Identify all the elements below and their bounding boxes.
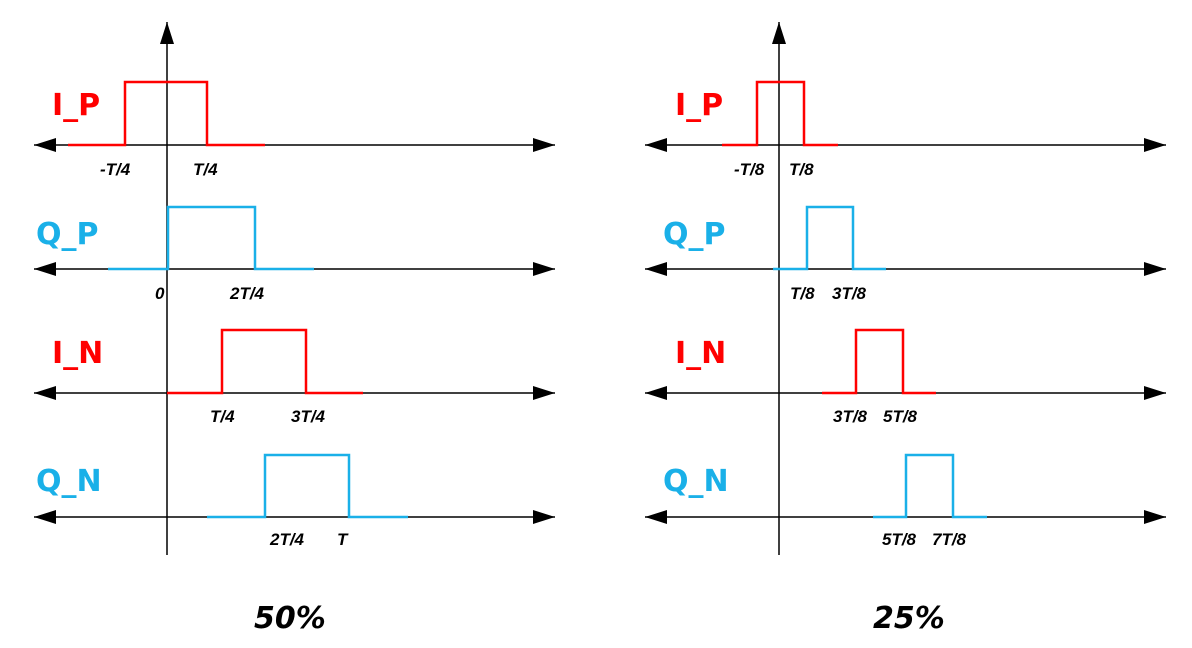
row-label-i-n: I_N: [52, 336, 103, 371]
panel-25: I_P -T/8 T/8 Q_P T/8 3T/8 I_N 3T/8 5T/8 …: [645, 22, 1166, 636]
tick-label-start: -T/8: [734, 160, 765, 179]
pulse-waveform: [108, 205, 314, 271]
row-i-p: I_P -T/4 T/4: [34, 80, 555, 179]
tick-label-start: -T/4: [100, 160, 131, 179]
pulse-waveform: [167, 328, 363, 395]
panel-caption: 25%: [873, 601, 945, 636]
tick-label-start: 0: [155, 284, 165, 303]
row-q-n: Q_N 2T/4 T: [34, 453, 555, 549]
tick-label-end: 3T/8: [832, 284, 867, 303]
tick-label-end: 2T/4: [229, 284, 265, 303]
row-label-q-p: Q_P: [36, 217, 99, 252]
row-i-n: I_N 3T/8 5T/8: [645, 328, 1166, 426]
pulse-waveform: [822, 328, 936, 395]
row-i-p: I_P -T/8 T/8: [645, 80, 1166, 179]
row-label-q-p: Q_P: [663, 217, 726, 252]
tick-label-start: 5T/8: [882, 530, 917, 549]
row-label-q-n: Q_N: [663, 464, 729, 499]
row-label-i-p: I_P: [675, 88, 723, 123]
panel-50: I_P -T/4 T/4 Q_P 0 2T/4 I_N T/4 3T/4 Q_N: [34, 22, 555, 636]
row-q-p: Q_P 0 2T/4: [34, 205, 555, 303]
pulse-waveform: [722, 80, 838, 147]
tick-label-end: 7T/8: [932, 530, 967, 549]
pulse-waveform: [873, 453, 987, 519]
tick-label-start: 2T/4: [269, 530, 305, 549]
pulse-waveform: [773, 205, 886, 271]
tick-label-end: T/8: [789, 160, 814, 179]
row-label-i-p: I_P: [52, 88, 100, 123]
tick-label-start: T/4: [210, 407, 235, 426]
tick-label-end: T/4: [193, 160, 218, 179]
panel-caption: 50%: [254, 601, 326, 636]
row-q-n: Q_N 5T/8 7T/8: [645, 453, 1166, 549]
tick-label-end: T: [337, 530, 349, 549]
tick-label-end: 3T/4: [291, 407, 326, 426]
pulse-waveform: [68, 80, 265, 147]
row-label-q-n: Q_N: [36, 464, 102, 499]
row-q-p: Q_P T/8 3T/8: [645, 205, 1166, 303]
tick-label-end: 5T/8: [883, 407, 918, 426]
tick-label-start: 3T/8: [833, 407, 868, 426]
tick-label-start: T/8: [790, 284, 815, 303]
pulse-waveform: [207, 453, 408, 519]
row-i-n: I_N T/4 3T/4: [34, 328, 555, 426]
row-label-i-n: I_N: [675, 336, 726, 371]
